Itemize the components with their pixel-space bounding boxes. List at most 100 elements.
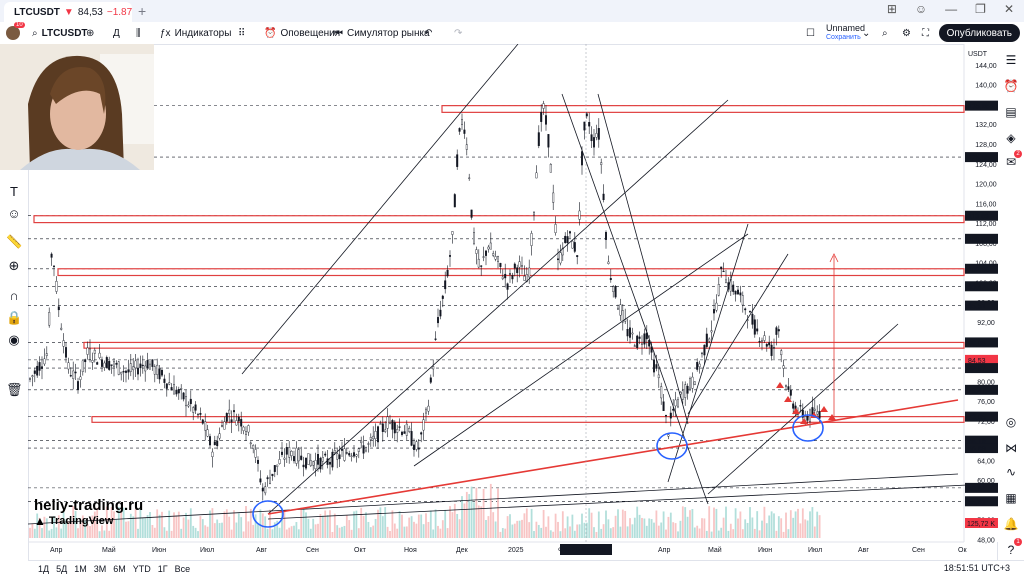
trash-icon[interactable]: 🗑: [6, 382, 23, 397]
candle-body: [293, 456, 296, 462]
volume-bar: [93, 511, 96, 538]
red-arrow-marker: [800, 418, 808, 424]
period-2[interactable]: 1М: [74, 564, 87, 574]
replay-button[interactable]: ⏮ Симулятор рынка: [334, 22, 430, 44]
emoji-icon[interactable]: ☺: [7, 206, 21, 221]
help-circle-icon[interactable]: ? 1: [1003, 538, 1022, 558]
period-5[interactable]: YTD: [132, 564, 151, 574]
new-tab-icon[interactable]: +: [138, 3, 147, 19]
period-7[interactable]: Все: [174, 564, 191, 574]
minimize-icon[interactable]: —: [945, 2, 958, 16]
volume-bar: [480, 506, 483, 538]
alarm-clock-icon[interactable]: ⏰: [1003, 79, 1019, 93]
layout-toggle[interactable]: ☐: [806, 22, 815, 44]
trendline: [707, 323, 899, 495]
candle-body: [785, 385, 788, 387]
redo-button[interactable]: ↷: [454, 22, 462, 44]
calendar-icon[interactable]: ▦: [1005, 491, 1017, 505]
volume-bar: [559, 531, 562, 538]
candle-body: [115, 363, 118, 365]
interval-button[interactable]: Д: [113, 22, 120, 44]
user-avatar[interactable]: 10: [6, 22, 25, 40]
candle-body: [547, 134, 550, 148]
chat-icon[interactable]: ✉ 2: [1003, 150, 1022, 170]
volume-bar: [240, 517, 243, 538]
price-tick: 92,00: [977, 320, 995, 327]
target-icon[interactable]: ◎: [1005, 415, 1017, 429]
candle-body: [470, 209, 473, 218]
period-0[interactable]: 1Д: [38, 564, 50, 574]
candle-body: [40, 366, 43, 369]
alerts-button[interactable]: ⏰ Оповещения: [264, 22, 340, 44]
layout-icon[interactable]: ⊞: [886, 2, 897, 16]
chart-tab[interactable]: LTCUSDT ▼ 84,53 −1.87% ✕: [4, 2, 132, 22]
candle-body: [597, 128, 600, 140]
volume-bar: [809, 511, 811, 538]
period-6[interactable]: 1Г: [157, 564, 168, 574]
candle-body: [386, 416, 389, 429]
layout-menu-button[interactable]: ⌄: [862, 22, 870, 44]
volume-bar: [300, 507, 303, 538]
candle-body: [775, 327, 778, 335]
bell-icon[interactable]: 🔔: [1003, 517, 1019, 531]
red-arrow-marker: [776, 382, 784, 388]
pulse-icon[interactable]: ∿: [1005, 465, 1017, 479]
volume-bar: [643, 518, 646, 538]
time-tick: Сен: [912, 547, 925, 554]
quick-search-button[interactable]: ⌕: [882, 22, 888, 44]
price-tick: 64,00: [977, 458, 995, 465]
candle-body: [619, 304, 622, 316]
layers-icon[interactable]: ◈: [1006, 131, 1016, 145]
candle-body: [112, 361, 115, 367]
indicators-button[interactable]: ƒx Индикаторы: [160, 22, 231, 44]
chart-type-button[interactable]: ⫼: [136, 22, 141, 44]
volume-bar: [381, 516, 384, 538]
help-icon[interactable]: ☺: [914, 2, 928, 16]
candle-body: [693, 381, 696, 385]
data-window-icon[interactable]: ▤: [1005, 105, 1017, 119]
volume-bar: [679, 520, 682, 538]
trendline: [267, 483, 989, 520]
publish-label: Опубликовать: [946, 27, 1012, 39]
zoom-in-icon[interactable]: ⊕: [8, 258, 20, 273]
period-3[interactable]: 3М: [93, 564, 107, 574]
pattern-icon[interactable]: ⋈: [1005, 441, 1017, 455]
magnet-icon[interactable]: ∩: [9, 288, 19, 303]
period-4[interactable]: 6М: [113, 564, 126, 574]
level-label: 78,47: [968, 388, 986, 395]
lock-icon[interactable]: 🔒: [6, 310, 23, 325]
site-watermark: heliy-trading.ru: [34, 497, 144, 514]
trendline: [561, 93, 709, 505]
candle-body: [196, 413, 199, 416]
templates-button[interactable]: ⠿: [238, 22, 245, 44]
candle-body: [487, 246, 490, 250]
candle-body: [813, 408, 816, 411]
volume-bar: [737, 518, 739, 538]
eye-icon[interactable]: ◉: [8, 332, 20, 347]
settings-button[interactable]: ⚙: [902, 22, 911, 44]
layout-name[interactable]: Unnamed Сохранить: [826, 24, 865, 42]
watchlist-icon[interactable]: ☰: [1005, 53, 1017, 67]
compare-button[interactable]: ⊕: [86, 22, 94, 44]
maximize-icon[interactable]: ❐: [975, 2, 986, 16]
text-tool-icon[interactable]: T: [10, 184, 18, 199]
symbol-search[interactable]: ⌕ LTCUSDT: [32, 22, 88, 44]
volume-bar: [713, 507, 715, 538]
period-1[interactable]: 5Д: [56, 564, 68, 574]
undo-button[interactable]: ↶: [424, 22, 432, 44]
volume-bar: [665, 529, 667, 538]
volume-bar: [708, 506, 711, 538]
price-chart[interactable]: USDT144,00140,00136,00132,00128,00124,00…: [28, 44, 998, 560]
price-tick: 132,00: [975, 122, 997, 129]
volume-bar: [727, 530, 730, 538]
volume-bar: [403, 526, 406, 538]
ruler-icon[interactable]: 📏: [6, 234, 23, 249]
candle-body: [403, 431, 406, 434]
publish-button[interactable]: Опубликовать: [938, 24, 1020, 42]
price-tick: 108,00: [975, 241, 997, 248]
volume-bar: [175, 515, 178, 538]
close-window-icon[interactable]: ✕: [1003, 2, 1014, 16]
price-axis[interactable]: [964, 44, 998, 542]
candle-body: [660, 386, 663, 399]
fullscreen-button[interactable]: ⛶: [922, 22, 929, 44]
